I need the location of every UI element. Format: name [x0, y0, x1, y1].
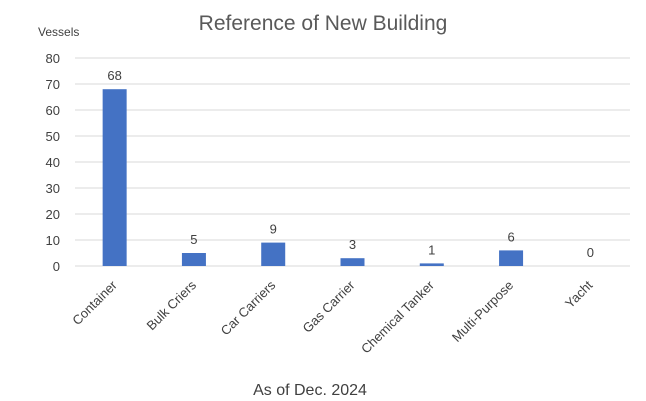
y-tick-label: 0 [53, 259, 60, 274]
bar [261, 242, 286, 266]
category-labels: Container Bulk Criers Car Carriers Gas Carr… [69, 277, 595, 356]
category-label: Yacht [562, 277, 596, 311]
bars [102, 89, 524, 266]
y-tick-label: 40 [46, 155, 60, 170]
category-label: Car Carriers [218, 277, 279, 338]
bar [499, 250, 524, 266]
bar [340, 258, 365, 266]
gridlines [75, 57, 630, 267]
bar [181, 253, 206, 266]
data-label: 5 [190, 232, 197, 247]
category-label: Multi-Purpose [449, 278, 516, 345]
y-tick-label: 30 [46, 181, 60, 196]
data-label: 1 [428, 242, 435, 257]
y-axis-ticks: 0 10 20 30 40 50 60 70 80 [46, 51, 60, 274]
category-label: Gas Carrier [300, 277, 359, 336]
y-tick-label: 10 [46, 233, 60, 248]
data-label: 3 [349, 237, 356, 252]
data-label: 9 [270, 222, 277, 237]
data-label: 6 [507, 229, 514, 244]
footnote: As of Dec. 2024 [253, 382, 367, 399]
data-label: 68 [107, 68, 121, 83]
data-label: 0 [587, 245, 594, 260]
data-labels: 68 5 9 3 1 6 0 [107, 68, 594, 260]
y-tick-label: 50 [46, 129, 60, 144]
y-tick-label: 60 [46, 103, 60, 118]
category-label: Container [69, 277, 120, 328]
y-axis-unit-label: Vessels [38, 25, 79, 39]
bar [102, 89, 127, 266]
bar [419, 263, 444, 266]
category-label: Chemical Tanker [358, 277, 437, 356]
chart-title: Reference of New Building [199, 12, 448, 35]
y-tick-label: 20 [46, 207, 60, 222]
category-label: Bulk Criers [143, 277, 199, 333]
y-tick-label: 70 [46, 77, 60, 92]
y-tick-label: 80 [46, 51, 60, 66]
